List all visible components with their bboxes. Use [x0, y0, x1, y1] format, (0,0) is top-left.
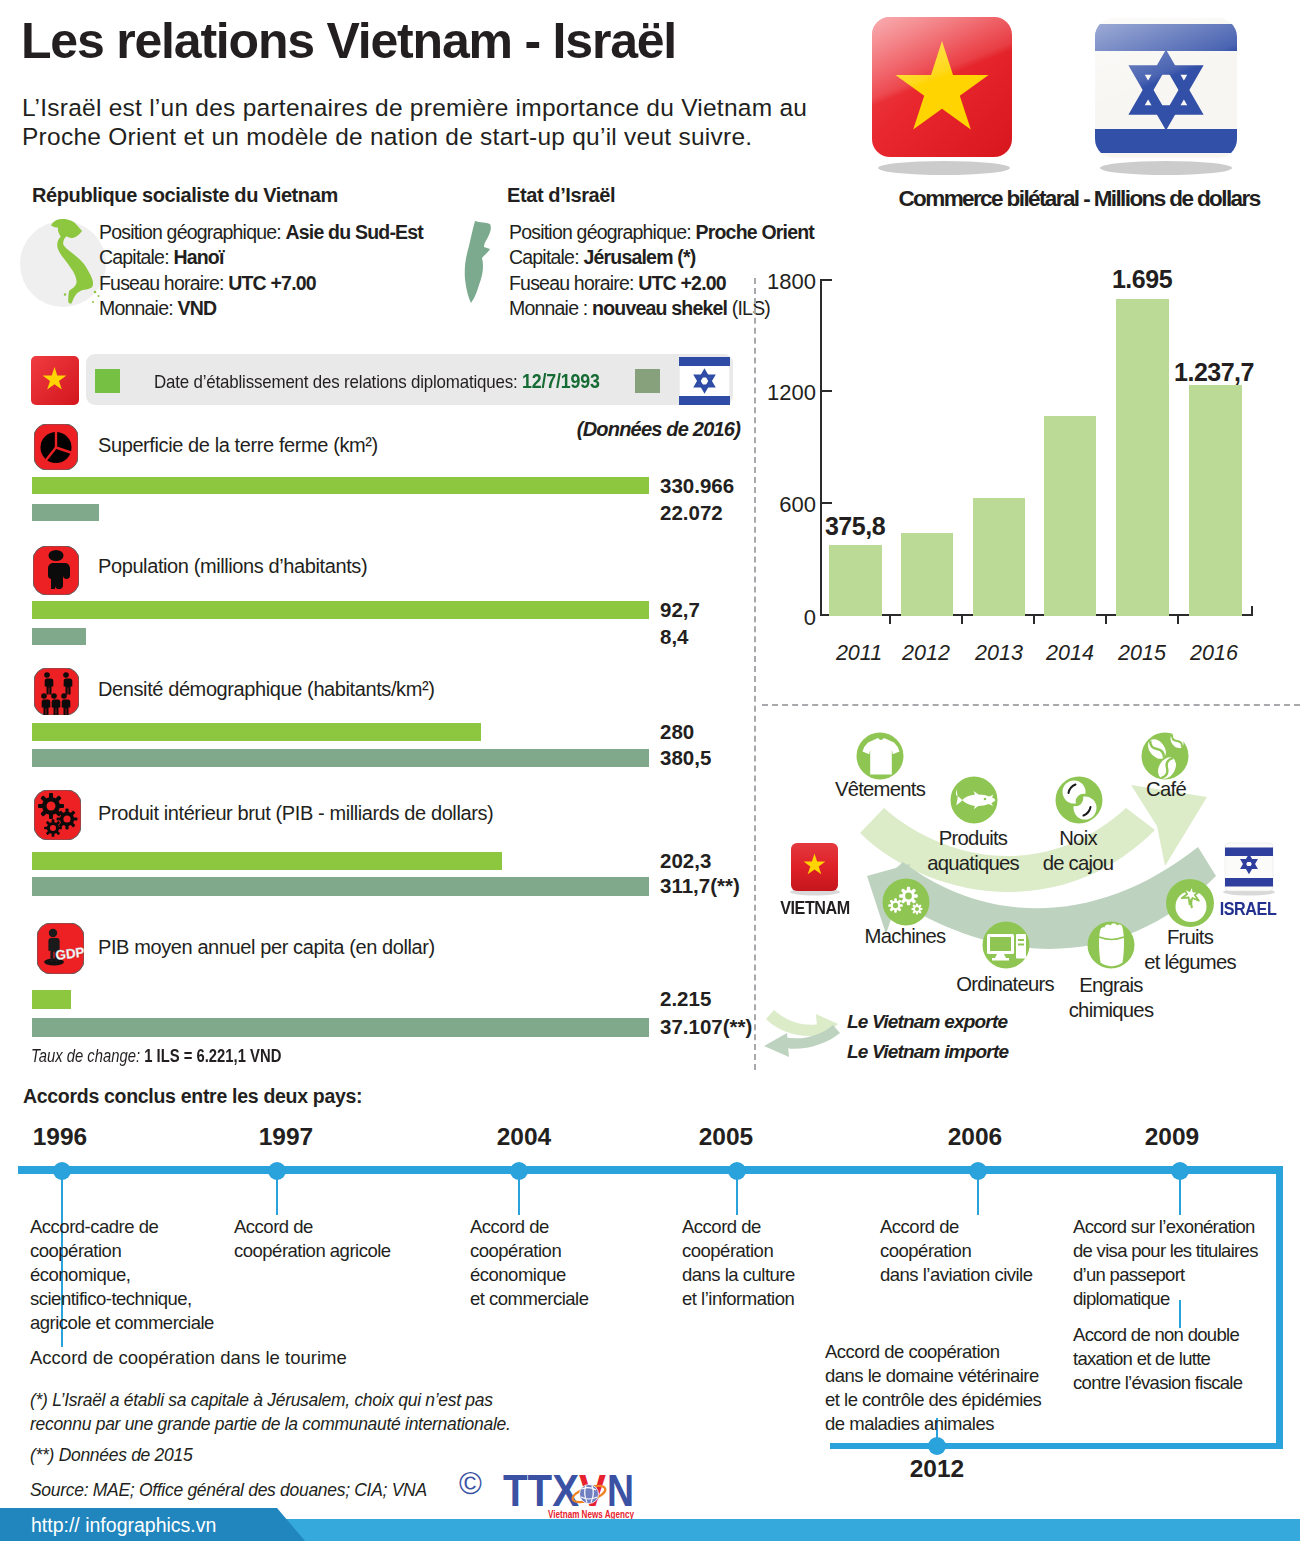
svg-text:Vietnam News Agency: Vietnam News Agency — [548, 1508, 635, 1520]
